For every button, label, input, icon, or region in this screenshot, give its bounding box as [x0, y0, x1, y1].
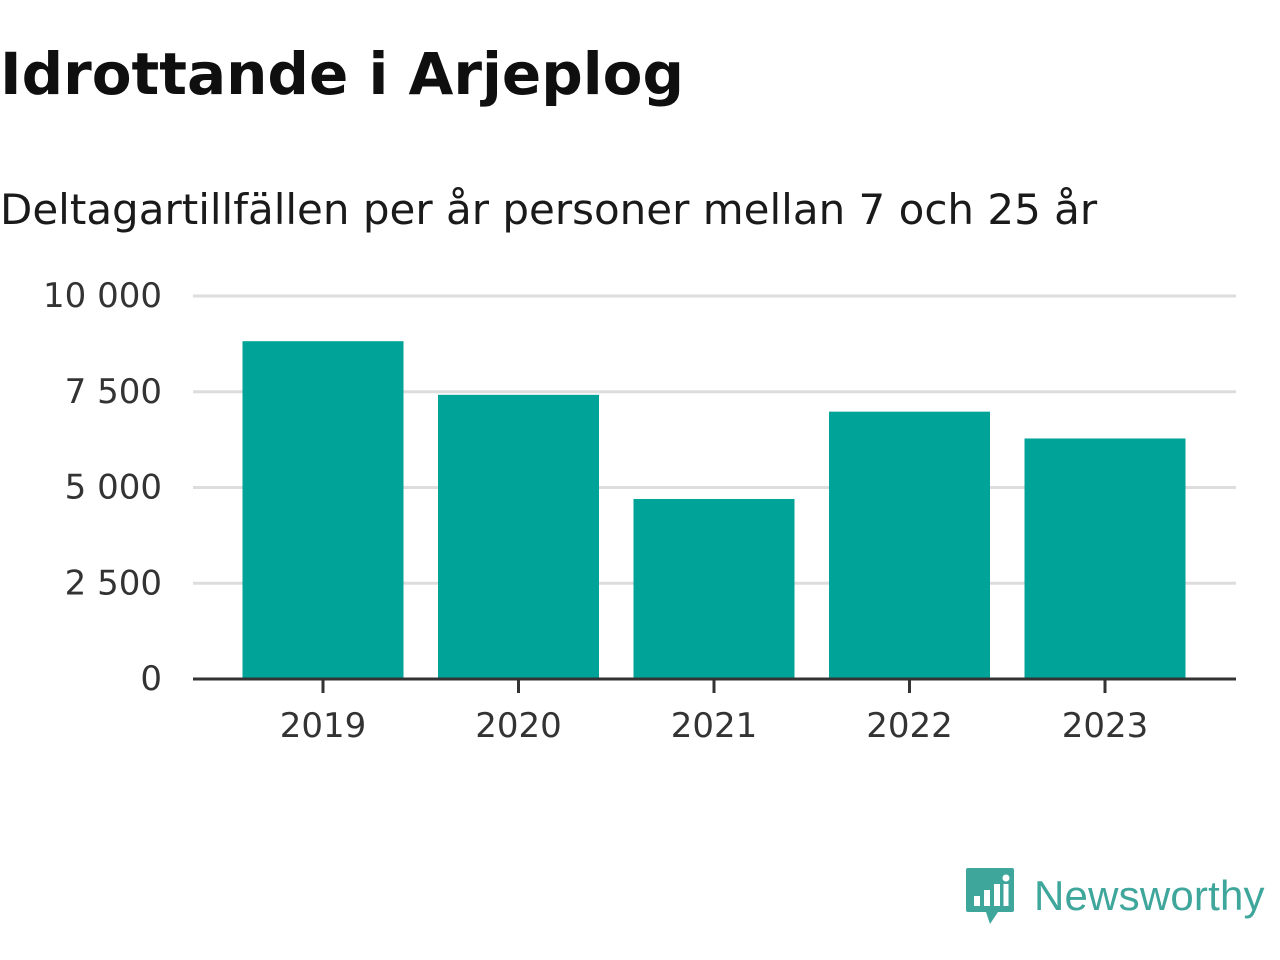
chart-title: Idrottande i Arjeplog: [0, 40, 685, 108]
x-tick-label: 2022: [866, 706, 953, 746]
axes: [193, 677, 1236, 693]
bars: [242, 341, 1186, 679]
newsworthy-logo-text: Newsworthy: [1034, 872, 1265, 919]
x-tick-label: 2023: [1062, 706, 1149, 746]
chart-subtitle: Deltagartillfällen per år personer mella…: [0, 185, 1098, 234]
y-tick-label: 10 000: [43, 276, 162, 316]
y-tick-label: 5 000: [65, 468, 162, 508]
bar-2022: [829, 411, 990, 679]
newsworthy-logo-icon: [966, 868, 1014, 924]
x-tick-label: 2020: [475, 706, 562, 746]
y-tick-label: 0: [140, 659, 162, 699]
newsworthy-logo: Newsworthy: [964, 866, 1265, 926]
x-tick-label: 2021: [671, 706, 758, 746]
bar-2023: [1024, 438, 1186, 679]
y-tick-label: 2 500: [65, 563, 162, 603]
bar-2021: [633, 498, 795, 679]
y-tick-label: 7 500: [65, 372, 162, 412]
x-tick-label: 2019: [280, 706, 367, 746]
bar-2020: [438, 394, 599, 679]
bar-2019: [242, 341, 404, 679]
tick-labels: 0 2 500 5 000 7 500 10 000 2019 2020 2021 2022 20…: [43, 276, 1148, 746]
